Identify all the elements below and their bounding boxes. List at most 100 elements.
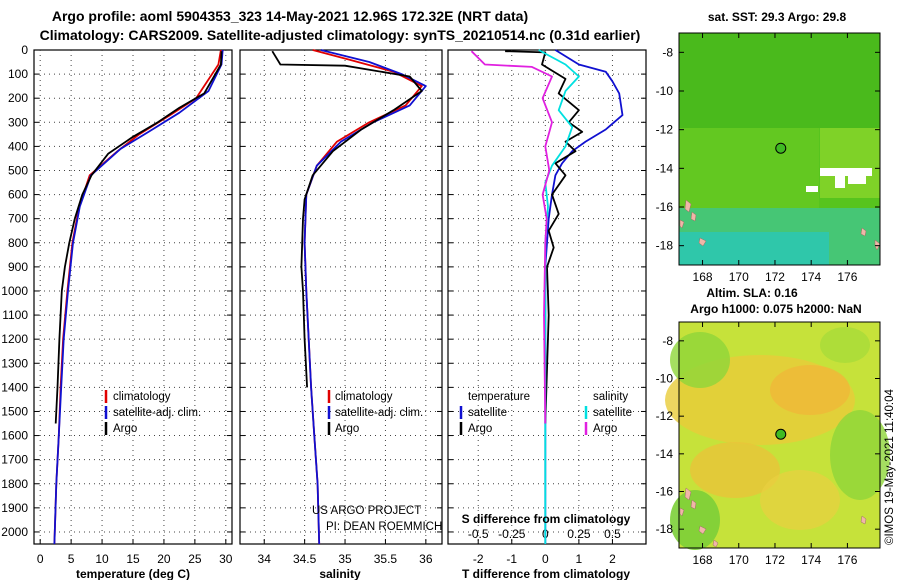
- top-x-tick-label: -0.25: [498, 527, 526, 541]
- salinity-axis-label: salinity: [319, 567, 361, 580]
- sst-missing-data-4: [848, 176, 866, 184]
- x-tick-label: 2: [609, 552, 616, 566]
- difference-t-axis-label: T difference from climatology: [462, 567, 630, 580]
- sst-missing-data-2: [835, 176, 845, 188]
- sst-islands: [679, 199, 881, 251]
- depth-tick-label: 500: [8, 163, 28, 177]
- map-y-tick-label: -18: [656, 239, 674, 253]
- depth-tick-label: 1900: [1, 501, 28, 515]
- title-line-1: Argo profile: aoml 5904353_323 14-May-20…: [52, 8, 528, 24]
- legend-satellite-label: satellite-adj. clim.: [113, 407, 201, 419]
- series-line-argo: [271, 50, 423, 388]
- sla-low-region-3: [670, 490, 720, 550]
- sla-high-region-2: [770, 365, 850, 415]
- imos-credit: ©IMOS 19-May-2021 11:40:04: [884, 388, 896, 545]
- island-shape: [679, 507, 685, 517]
- island-shape: [698, 525, 707, 535]
- series-line-argo: [54, 51, 223, 424]
- legend-climatology-label: climatology: [113, 391, 171, 403]
- depth-tick-label: 1500: [1, 404, 28, 418]
- sst-map-frame: [678, 32, 881, 266]
- x-tick-label: -1: [506, 552, 517, 566]
- salinity-x-ticks: 34 34.5 35 35.5 36: [258, 539, 433, 566]
- map-x-tick-label: 170: [729, 553, 749, 567]
- difference-plot-frame: [447, 49, 647, 545]
- salinity-panel: 34 34.5 35 35.5 36 salinity climatology sate…: [239, 49, 443, 580]
- legend-satellite-label: satellite-adj. clim.: [335, 407, 423, 419]
- depth-tick-label: 2000: [1, 525, 28, 539]
- legend-argo-label: Argo: [335, 423, 359, 435]
- difference-s-axis-label: S difference from climatology: [462, 512, 631, 526]
- sla-map-title: Altim. SLA: 0.16: [706, 286, 798, 300]
- depth-tick-label: 900: [8, 260, 28, 274]
- salinity-plot-frame: [239, 49, 443, 545]
- map-x-tick-label: 176: [837, 270, 857, 284]
- x-tick-label: 30: [219, 552, 233, 566]
- legend-climatology-label: climatology: [335, 391, 393, 403]
- salinity-grid: [240, 50, 442, 544]
- x-tick-label: 0: [542, 552, 549, 566]
- map-y-tick-label: -14: [656, 447, 674, 461]
- temperature-panel: 0 5 10 15 20 25 30 temperature (deg C) climato…: [33, 49, 233, 580]
- x-tick-label: 5: [68, 552, 75, 566]
- sla-high-region-4: [760, 470, 840, 530]
- map-x-tick-label: 172: [765, 553, 785, 567]
- sst-missing-data-3: [806, 186, 818, 192]
- depth-tick-label: 300: [8, 115, 28, 129]
- depth-tick-label: 1300: [1, 356, 28, 370]
- legend-s-satellite-label: satellite: [593, 407, 632, 419]
- depth-tick-label: 700: [8, 212, 28, 226]
- sst-profile-location-marker: [775, 142, 787, 154]
- project-annotation: US ARGO PROJECT: [312, 505, 421, 517]
- x-tick-label: 1: [576, 552, 583, 566]
- depth-tick-label: 1100: [2, 308, 28, 322]
- x-tick-label: 25: [188, 552, 202, 566]
- island-shape: [860, 515, 867, 525]
- map-y-tick-label: -12: [656, 123, 674, 137]
- sst-map: sat. SST: 29.3 Argo: 29.8 168 170 172 174 17…: [656, 10, 881, 284]
- depth-tick-label: 1000: [1, 284, 28, 298]
- x-tick-label: 0: [37, 552, 44, 566]
- depth-tick-label: 600: [8, 188, 28, 202]
- legend-t-satellite-label: satellite: [468, 407, 507, 419]
- map-x-tick-label: 168: [693, 553, 713, 567]
- map-y-tick-label: -12: [656, 409, 674, 423]
- temperature-series: [53, 49, 224, 545]
- sla-map-frame: [678, 321, 881, 549]
- map-y-tick-label: -18: [656, 522, 674, 536]
- legend-temperature-title: temperature: [468, 391, 530, 403]
- x-tick-label: -2: [473, 552, 484, 566]
- map-y-tick-label: -16: [656, 485, 674, 499]
- sla-low-region-1: [670, 332, 730, 388]
- difference-legend: temperature satellite Argo salinity sate…: [459, 391, 632, 435]
- depth-tick-label: 200: [8, 91, 28, 105]
- sla-low-region-4: [820, 327, 870, 363]
- x-tick-label: 35.5: [374, 552, 398, 566]
- x-tick-label: 20: [157, 552, 171, 566]
- island-shape: [860, 227, 867, 237]
- sla-profile-location-marker: [775, 428, 787, 440]
- sst-map-ticks: 168 170 172 174 176 -8 -10 -12 -14 -16 -18: [656, 33, 880, 284]
- map-y-tick-label: -10: [656, 372, 674, 386]
- sst-warm-band: [679, 33, 880, 128]
- sst-mid-band: [679, 128, 819, 208]
- legend-s-argo-label: Argo: [593, 423, 617, 435]
- difference-panel: -2 -1 0 1 2-0.5 -0.25 0 0.25 0.5 T difference fr…: [447, 49, 647, 580]
- sst-coolest-band: [679, 232, 829, 265]
- legend-t-argo-label: Argo: [468, 423, 492, 435]
- island-shape: [684, 487, 692, 501]
- sst-map-title: sat. SST: 29.3 Argo: 29.8: [708, 10, 847, 24]
- x-tick-label: 34: [258, 552, 272, 566]
- legend-argo-label: Argo: [113, 423, 137, 435]
- top-x-tick-label: 0.25: [567, 527, 591, 541]
- temperature-plot-frame: [33, 49, 233, 545]
- depth-tick-label: 800: [8, 236, 28, 250]
- sst-missing-data-1: [820, 168, 872, 176]
- sst-northeast-patch: [820, 128, 880, 198]
- top-x-tick-label: 0.5: [604, 527, 621, 541]
- x-tick-label: 15: [126, 552, 140, 566]
- map-y-tick-label: -16: [656, 200, 674, 214]
- map-x-tick-label: 176: [837, 553, 857, 567]
- depth-axis: 0 100 200 300 400 500 600 700 800 900 1000 1100 1200…: [1, 43, 28, 539]
